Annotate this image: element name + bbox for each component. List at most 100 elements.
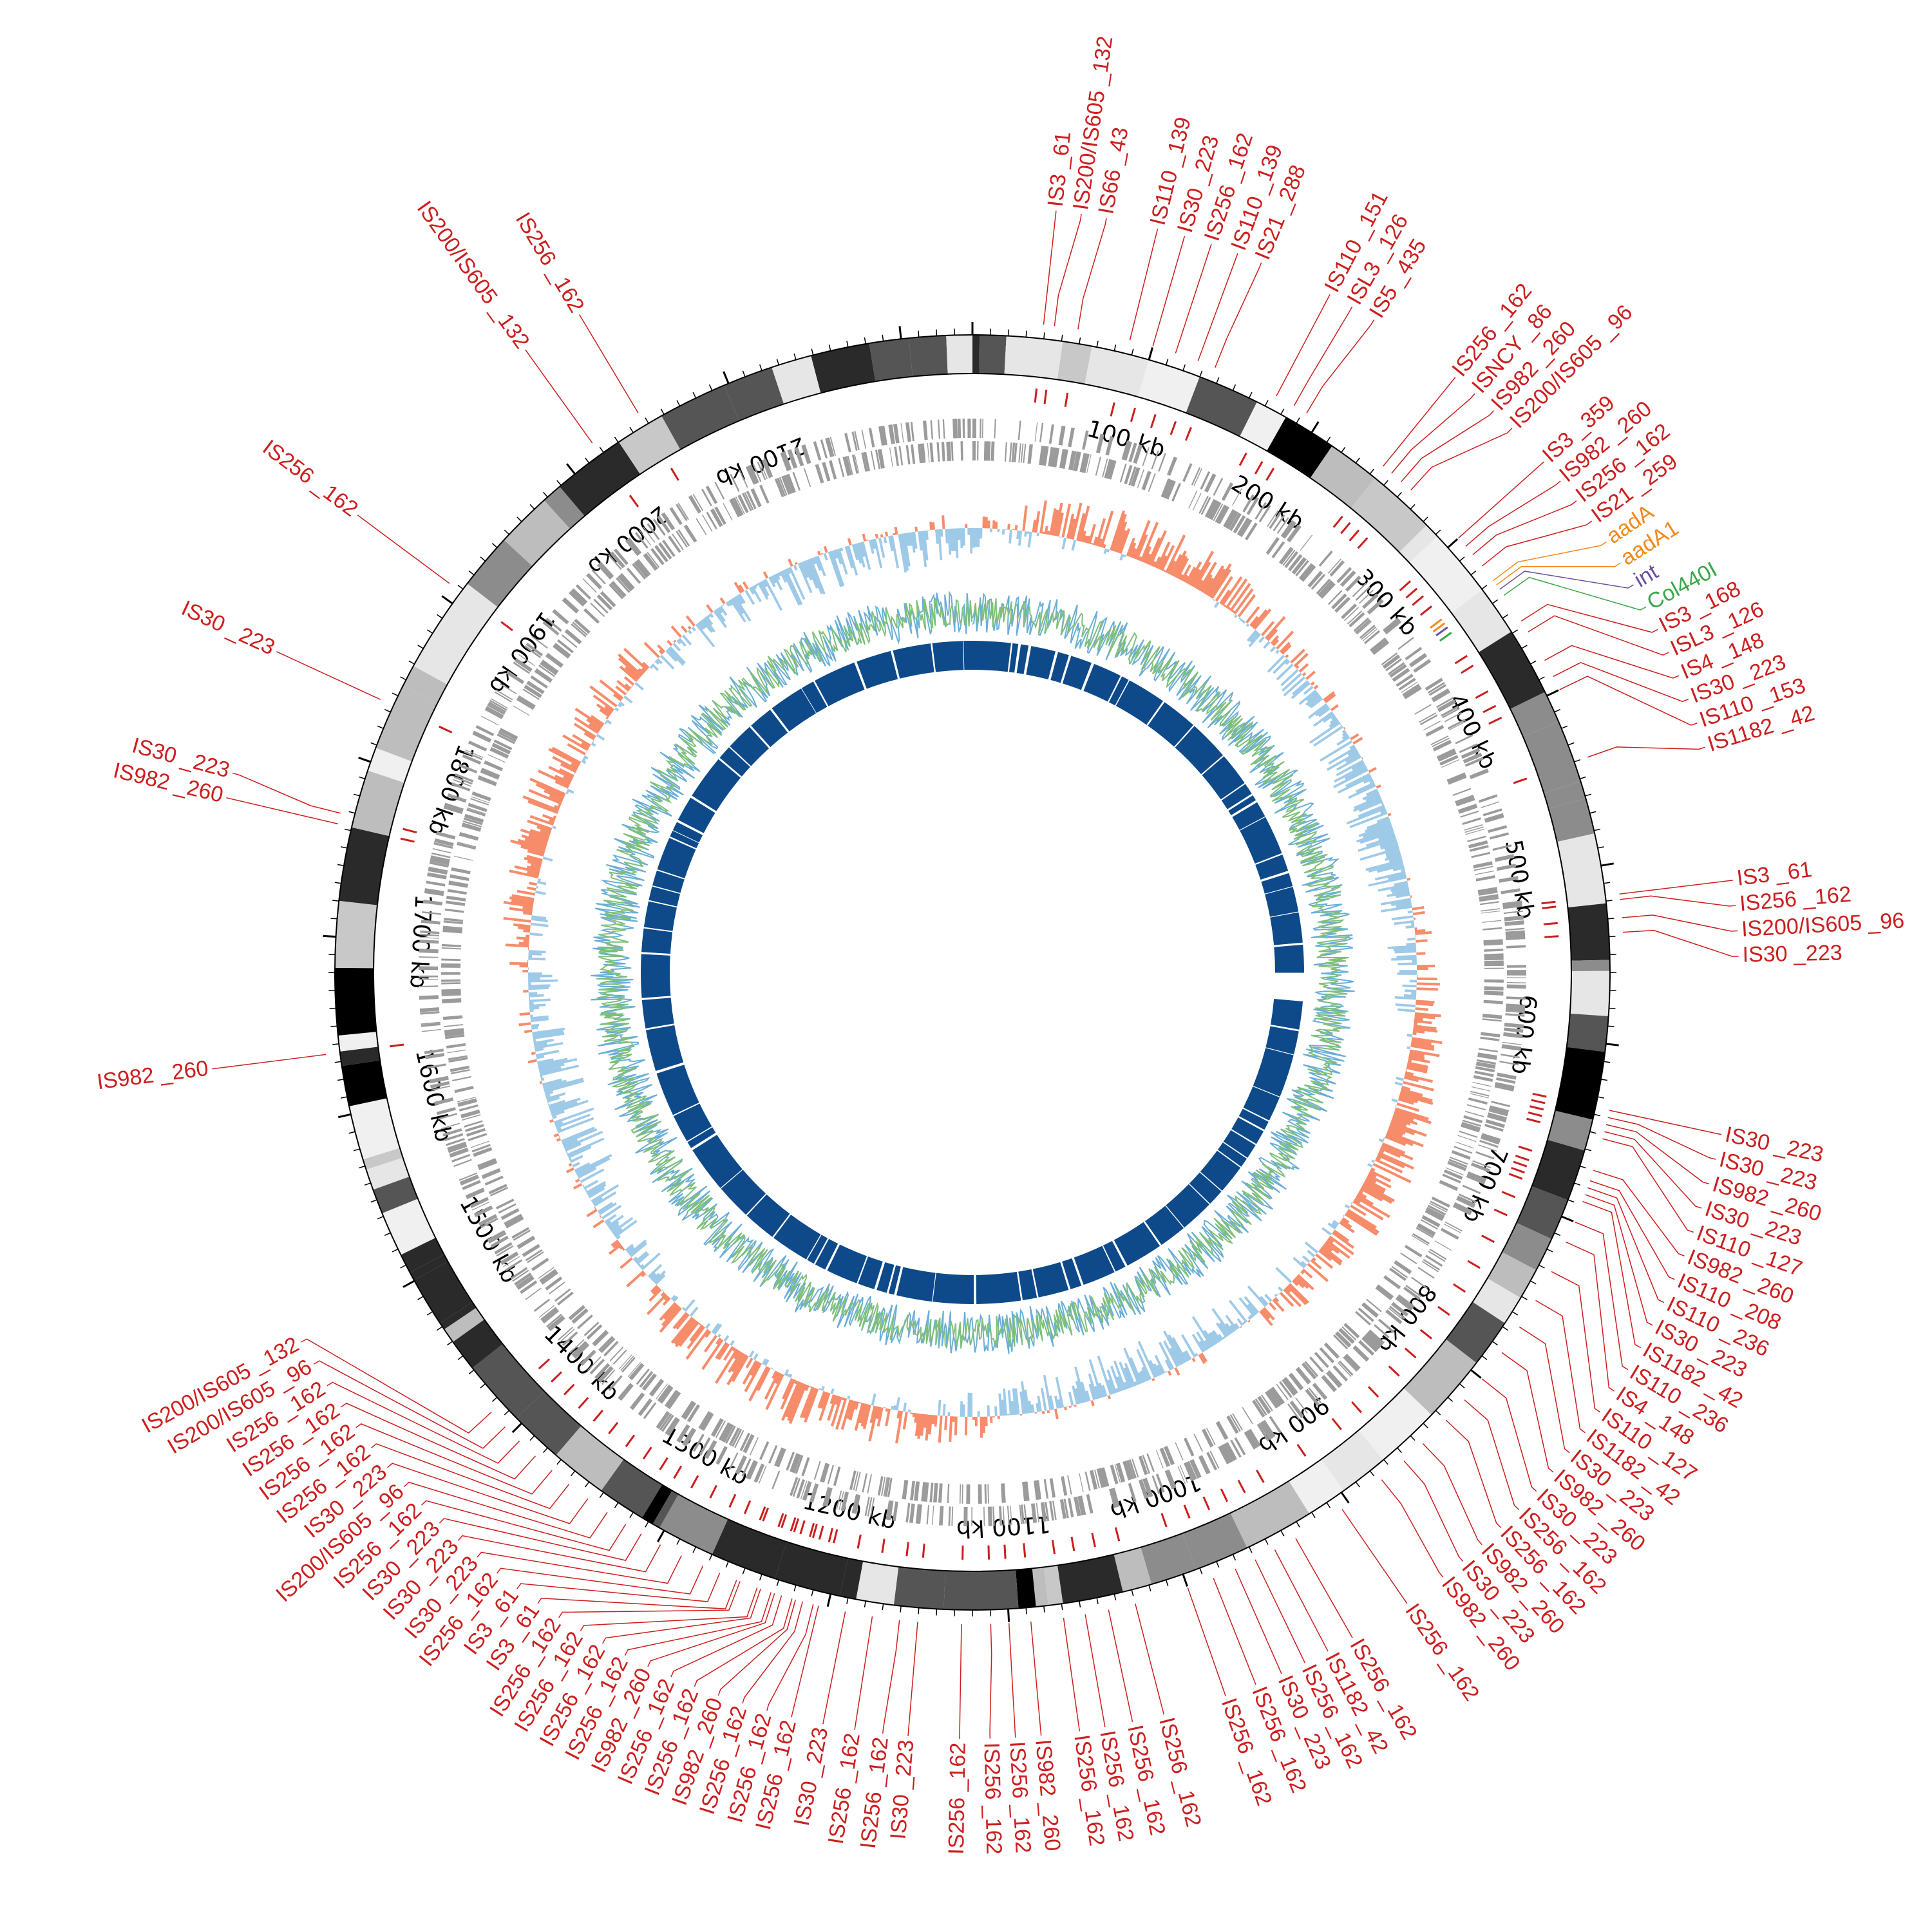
gene-feature	[1020, 443, 1024, 463]
gene-feature	[887, 1501, 894, 1520]
gene-feature	[926, 1505, 930, 1525]
minor-tick	[900, 1605, 902, 1613]
backbone-segment	[516, 1391, 582, 1455]
backbone-segment	[373, 1176, 418, 1214]
minor-tick	[692, 1546, 697, 1553]
gene-feature	[478, 775, 497, 784]
gene-feature	[921, 1482, 927, 1502]
minor-tick	[918, 330, 920, 337]
gene-feature	[972, 419, 976, 439]
gene-feature	[1483, 941, 1503, 946]
gene-feature	[978, 1484, 980, 1504]
minor-tick	[1597, 846, 1604, 849]
minor-tick	[1447, 1397, 1454, 1402]
feature-leader-line	[854, 1616, 873, 1730]
homology-block	[673, 1103, 712, 1141]
feature-marker	[578, 1397, 589, 1409]
gene-feature	[1473, 1075, 1493, 1083]
minor-tick	[1470, 570, 1477, 576]
gene-feature	[444, 918, 464, 922]
feature-leader-line	[1213, 1578, 1256, 1685]
major-tick	[1600, 862, 1614, 867]
feature-leader-line	[232, 772, 341, 814]
gene-feature	[481, 1168, 501, 1179]
gene-feature	[430, 855, 450, 863]
gene-feature	[643, 1402, 657, 1419]
gene-feature	[564, 597, 580, 612]
gene-feature	[478, 1214, 498, 1226]
minor-tick	[776, 358, 780, 365]
gene-feature	[516, 1276, 535, 1290]
gene-feature	[592, 1329, 607, 1345]
feature-marker	[809, 1522, 815, 1537]
gene-feature	[942, 419, 945, 439]
gene-feature	[1050, 447, 1057, 467]
homology-block	[1223, 1130, 1256, 1158]
gene-feature	[1155, 1473, 1165, 1493]
gene-feature	[930, 420, 934, 440]
minor-tick	[1521, 1296, 1528, 1300]
gene-feature	[466, 1128, 486, 1137]
gene-feature	[1411, 1235, 1429, 1246]
gene-feature	[1496, 864, 1517, 871]
gene-feature	[1332, 1365, 1349, 1382]
gene-feature	[1007, 1506, 1010, 1526]
gene-feature	[1347, 610, 1363, 625]
gene-feature	[1318, 550, 1333, 567]
gene-feature	[1068, 450, 1075, 470]
gene-feature	[759, 460, 768, 479]
feature-leader-line	[670, 1595, 782, 1678]
feature-marker	[759, 1506, 766, 1520]
minor-tick	[1216, 377, 1220, 384]
gene-feature	[444, 1031, 464, 1037]
feature-leader-line	[212, 1054, 327, 1070]
feature-marker	[728, 1493, 737, 1508]
gene-feature	[593, 598, 609, 614]
backbone-segment	[1057, 1554, 1123, 1604]
gene-feature	[459, 832, 479, 841]
backbone-segment	[775, 1542, 848, 1596]
gene-feature	[526, 642, 544, 657]
feature-leader-line	[1306, 319, 1375, 413]
feature-leader-line	[1520, 603, 1658, 633]
gene-feature	[909, 1503, 915, 1524]
feature-leader-line	[1587, 746, 1705, 758]
gene-feature	[1094, 1469, 1100, 1489]
minor-tick	[468, 1369, 475, 1375]
minor-tick	[599, 1492, 604, 1498]
minor-tick	[1248, 392, 1253, 399]
gene-feature	[465, 1188, 485, 1200]
minor-tick	[1113, 344, 1117, 351]
gene-feature	[571, 1341, 588, 1358]
gene-feature	[1298, 563, 1314, 581]
minor-tick	[1511, 629, 1519, 634]
gene-feature	[1463, 1115, 1483, 1124]
gene-feature	[1331, 593, 1347, 610]
gene-feature	[441, 979, 461, 982]
gene-feature	[431, 855, 450, 861]
minor-tick	[614, 437, 619, 443]
gene-feature	[1416, 1225, 1435, 1237]
gene-feature	[1486, 1114, 1507, 1122]
gene-feature	[827, 1464, 835, 1484]
feature-marker	[690, 1475, 699, 1489]
gene-feature	[1255, 1398, 1267, 1416]
gene-feature	[461, 824, 481, 832]
gene-feature	[450, 874, 469, 882]
feature-leader-line	[1293, 306, 1353, 406]
gene-feature	[1151, 450, 1159, 469]
gene-feature	[1463, 752, 1482, 762]
gene-feature	[498, 1203, 516, 1214]
feature-leader-line	[1401, 410, 1494, 482]
gene-feature	[1430, 1200, 1448, 1211]
gene-feature	[854, 431, 860, 451]
gene-feature	[1403, 685, 1422, 699]
gene-feature	[970, 419, 971, 439]
gene-feature	[1495, 1082, 1515, 1090]
minor-tick	[1481, 1355, 1488, 1360]
gene-feature	[927, 442, 930, 462]
gene-feature	[1338, 1360, 1354, 1376]
backbone-segment	[1531, 1139, 1585, 1200]
minor-tick	[1492, 599, 1498, 604]
minor-tick	[1594, 1113, 1601, 1117]
